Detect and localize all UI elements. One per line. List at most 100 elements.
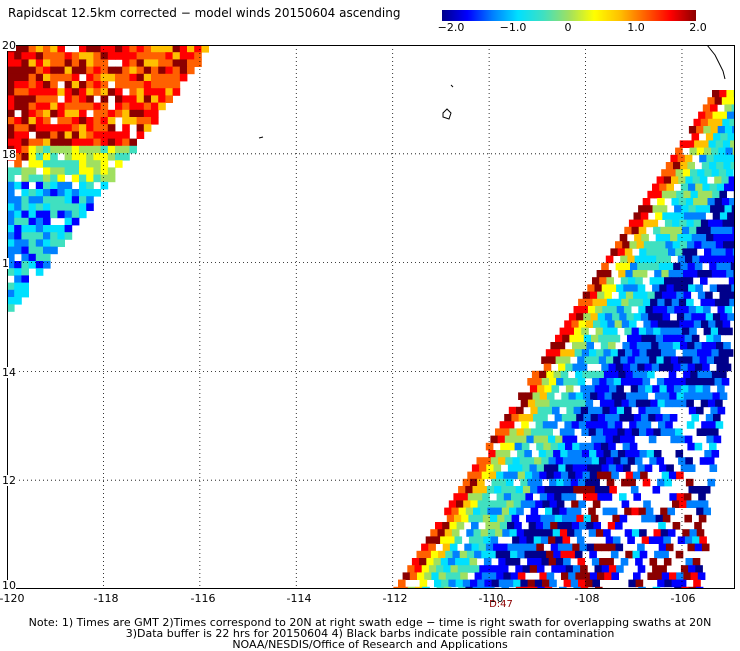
wind-cell (540, 493, 548, 501)
wind-cell (710, 284, 718, 292)
wind-cell (525, 392, 533, 400)
wind-cell (542, 558, 550, 566)
wind-cell (593, 299, 601, 307)
wind-cell (711, 428, 719, 436)
wind-cell (545, 486, 553, 494)
wind-cell (93, 59, 101, 67)
wind-cell (541, 536, 549, 544)
wind-cell (711, 328, 719, 336)
wind-cell (628, 356, 636, 364)
wind-cell (575, 551, 583, 559)
wind-cell (703, 104, 711, 112)
wind-cell (693, 580, 701, 588)
wind-cell (484, 457, 492, 465)
wind-cell (194, 52, 202, 60)
wind-cell (566, 486, 574, 494)
wind-cell (474, 529, 482, 537)
wind-cell (723, 220, 731, 228)
wind-cell (403, 572, 411, 580)
wind-cell (14, 232, 22, 240)
wind-cell (617, 306, 625, 314)
wind-cell (43, 261, 51, 269)
wind-cell (681, 184, 689, 192)
wind-cell (638, 464, 646, 472)
wind-cell (57, 239, 65, 247)
lon-label-112: -112 (383, 592, 408, 605)
wind-cell (502, 508, 510, 516)
wind-cell (718, 126, 726, 134)
wind-cell (522, 443, 530, 451)
wind-cell (660, 205, 668, 213)
wind-cell (641, 515, 649, 523)
wind-cell (702, 544, 710, 552)
wind-cell (695, 443, 703, 451)
wind-cell (656, 335, 664, 343)
wind-cell (627, 335, 635, 343)
wind-cell (447, 515, 455, 523)
wind-cell (516, 486, 524, 494)
wind-cell (599, 277, 607, 285)
wind-cell (515, 464, 523, 472)
wind-cell (108, 110, 116, 118)
wind-cell (144, 67, 152, 75)
wind-cell (626, 472, 634, 480)
wind-cell (72, 175, 80, 183)
wind-cell (683, 572, 691, 580)
wind-cell (506, 558, 514, 566)
wind-cell (619, 313, 627, 321)
wind-cell (539, 551, 547, 559)
wind-cell (683, 191, 691, 199)
wind-cell (648, 292, 656, 300)
wind-cell (36, 203, 44, 211)
wind-cell (36, 59, 44, 67)
wind-cell (620, 234, 628, 242)
wind-cell (129, 59, 137, 67)
wind-cell (591, 436, 599, 444)
wind-cell (658, 320, 666, 328)
wind-cell (500, 544, 508, 552)
wind-map[interactable] (7, 45, 735, 589)
wind-cell (509, 508, 517, 516)
wind-cell (14, 117, 22, 125)
wind-cell (36, 74, 44, 82)
wind-cell (137, 81, 145, 89)
wind-cell (524, 529, 532, 537)
wind-cell (612, 392, 620, 400)
wind-cell (727, 313, 735, 321)
wind-cell (43, 167, 51, 175)
wind-cell (151, 110, 159, 118)
wind-cell (57, 211, 65, 219)
wind-cell (674, 306, 682, 314)
wind-cell (122, 45, 130, 53)
wind-cell (607, 378, 615, 386)
wind-cell (460, 551, 468, 559)
wind-cell (526, 515, 534, 523)
wind-cell (616, 464, 624, 472)
wind-cell (659, 184, 667, 192)
wind-cell (556, 457, 564, 465)
wind-cell (565, 522, 573, 530)
wind-cell (29, 203, 37, 211)
wind-cell (715, 320, 723, 328)
wind-cell (635, 378, 643, 386)
wind-cell (688, 565, 696, 573)
wind-cell (108, 52, 116, 60)
wind-cell (697, 349, 705, 357)
lon-label-116: -116 (191, 592, 216, 605)
wind-cell (650, 558, 658, 566)
wind-cell (684, 493, 692, 501)
wind-cell (540, 515, 548, 523)
wind-cell (530, 486, 538, 494)
wind-cell (625, 529, 633, 537)
wind-cell (668, 227, 676, 235)
wind-cell (703, 486, 711, 494)
wind-cell (709, 263, 717, 271)
wind-cell (93, 67, 101, 75)
wind-cell (719, 371, 727, 379)
wind-cell (65, 189, 73, 197)
wind-cell (580, 565, 588, 573)
wind-cell (669, 270, 677, 278)
wind-cell (609, 284, 617, 292)
wind-cell (115, 52, 123, 60)
wind-cell (707, 457, 715, 465)
